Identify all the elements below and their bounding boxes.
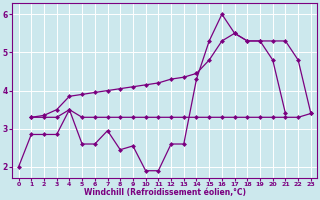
X-axis label: Windchill (Refroidissement éolien,°C): Windchill (Refroidissement éolien,°C) xyxy=(84,188,246,197)
